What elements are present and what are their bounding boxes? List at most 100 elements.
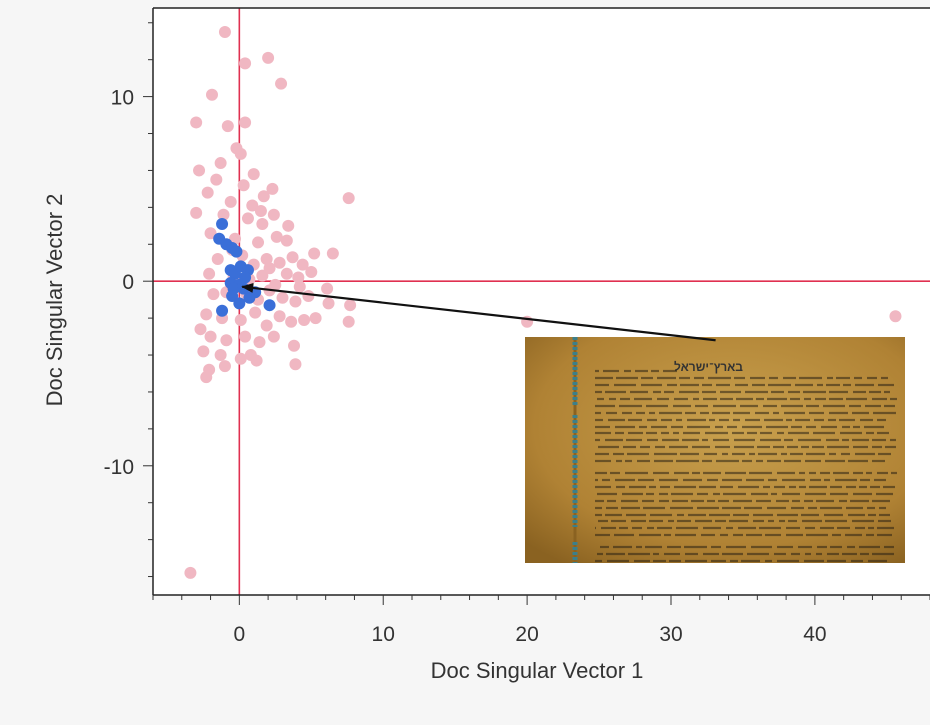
data-point xyxy=(342,315,355,328)
data-point xyxy=(326,247,339,260)
data-point xyxy=(218,360,231,373)
parchment-background xyxy=(525,337,905,563)
data-point xyxy=(321,282,334,295)
data-point xyxy=(239,116,252,129)
x-axis-ticks: 0 10 20 30 40 xyxy=(152,595,930,646)
data-point xyxy=(221,120,234,133)
data-point xyxy=(200,308,213,321)
data-point xyxy=(214,349,227,362)
data-point xyxy=(275,77,288,90)
data-point xyxy=(282,219,295,232)
data-point xyxy=(220,334,233,347)
data-point xyxy=(260,319,273,332)
data-point xyxy=(217,208,230,221)
data-point xyxy=(244,349,257,362)
data-point xyxy=(298,313,311,326)
data-point xyxy=(273,310,286,323)
highlighted-data-point xyxy=(263,299,276,312)
data-point xyxy=(203,267,216,280)
data-point xyxy=(224,195,237,208)
data-point xyxy=(184,566,197,579)
data-point xyxy=(204,330,217,343)
highlighted-data-point xyxy=(243,291,256,304)
data-point xyxy=(276,291,289,304)
data-point xyxy=(218,25,231,38)
data-point xyxy=(344,299,357,312)
data-point xyxy=(296,258,309,271)
data-point xyxy=(889,310,902,323)
data-point xyxy=(262,51,275,64)
data-point xyxy=(288,339,301,352)
data-point xyxy=(205,88,218,101)
highlighted-data-point xyxy=(233,297,246,310)
data-point xyxy=(266,182,279,195)
data-point xyxy=(237,179,250,192)
highlighted-data-point xyxy=(216,304,229,317)
data-point xyxy=(270,230,283,243)
data-point xyxy=(260,253,273,266)
data-point xyxy=(263,262,276,275)
data-point xyxy=(207,288,220,301)
data-point xyxy=(305,265,318,278)
x-tick-label: 0 xyxy=(233,623,245,646)
data-point xyxy=(253,336,266,349)
highlighted-data-point xyxy=(239,271,252,284)
x-tick-label: 30 xyxy=(659,623,682,646)
highlighted-data-point xyxy=(226,289,239,302)
data-point xyxy=(309,312,322,325)
axes xyxy=(152,7,930,596)
data-point xyxy=(267,208,280,221)
data-point xyxy=(197,345,210,358)
data-point xyxy=(322,297,335,310)
highlighted-data-point xyxy=(216,217,229,230)
data-point xyxy=(229,232,242,245)
data-point xyxy=(234,147,247,160)
y-axis-ticks: 10 0 -10 xyxy=(104,22,153,578)
data-point xyxy=(289,295,302,308)
data-point xyxy=(280,267,293,280)
data-point xyxy=(280,234,293,247)
data-point xyxy=(190,206,203,219)
manuscript-inset-image: בארץ־ישראל xyxy=(525,337,905,563)
data-point xyxy=(302,289,315,302)
x-tick-label: 10 xyxy=(372,623,395,646)
data-point xyxy=(267,330,280,343)
y-axis-title: Doc Singular Vector 2 xyxy=(42,194,67,407)
y-tick-label: 10 xyxy=(111,87,134,110)
data-point xyxy=(273,256,286,269)
data-point xyxy=(204,227,217,240)
data-point xyxy=(257,190,270,203)
x-tick-label: 20 xyxy=(515,623,538,646)
data-point xyxy=(342,192,355,205)
inset-heading-text: בארץ־ישראל xyxy=(674,360,743,374)
data-point xyxy=(247,168,260,181)
data-point xyxy=(200,371,213,384)
data-point xyxy=(308,247,321,260)
data-point xyxy=(292,271,305,284)
highlighted-points-series xyxy=(213,217,276,317)
data-point xyxy=(249,306,262,319)
data-point xyxy=(190,116,203,129)
data-point xyxy=(254,205,267,218)
data-point xyxy=(289,358,302,371)
data-point xyxy=(234,313,247,326)
data-point xyxy=(293,280,306,293)
data-point xyxy=(256,217,269,230)
data-point xyxy=(246,199,259,212)
data-point xyxy=(286,251,299,264)
data-point xyxy=(194,323,207,336)
data-point xyxy=(201,186,214,199)
data-point xyxy=(256,269,269,282)
x-tick-label: 40 xyxy=(803,623,826,646)
data-point xyxy=(241,212,254,225)
data-point xyxy=(193,164,206,177)
data-point xyxy=(252,236,265,249)
y-tick-label: 0 xyxy=(122,271,134,294)
y-tick-label: -10 xyxy=(104,456,134,479)
data-point xyxy=(239,57,252,70)
annotation-arrow xyxy=(241,283,716,342)
data-point xyxy=(210,173,223,186)
x-axis-title: Doc Singular Vector 1 xyxy=(431,658,644,683)
